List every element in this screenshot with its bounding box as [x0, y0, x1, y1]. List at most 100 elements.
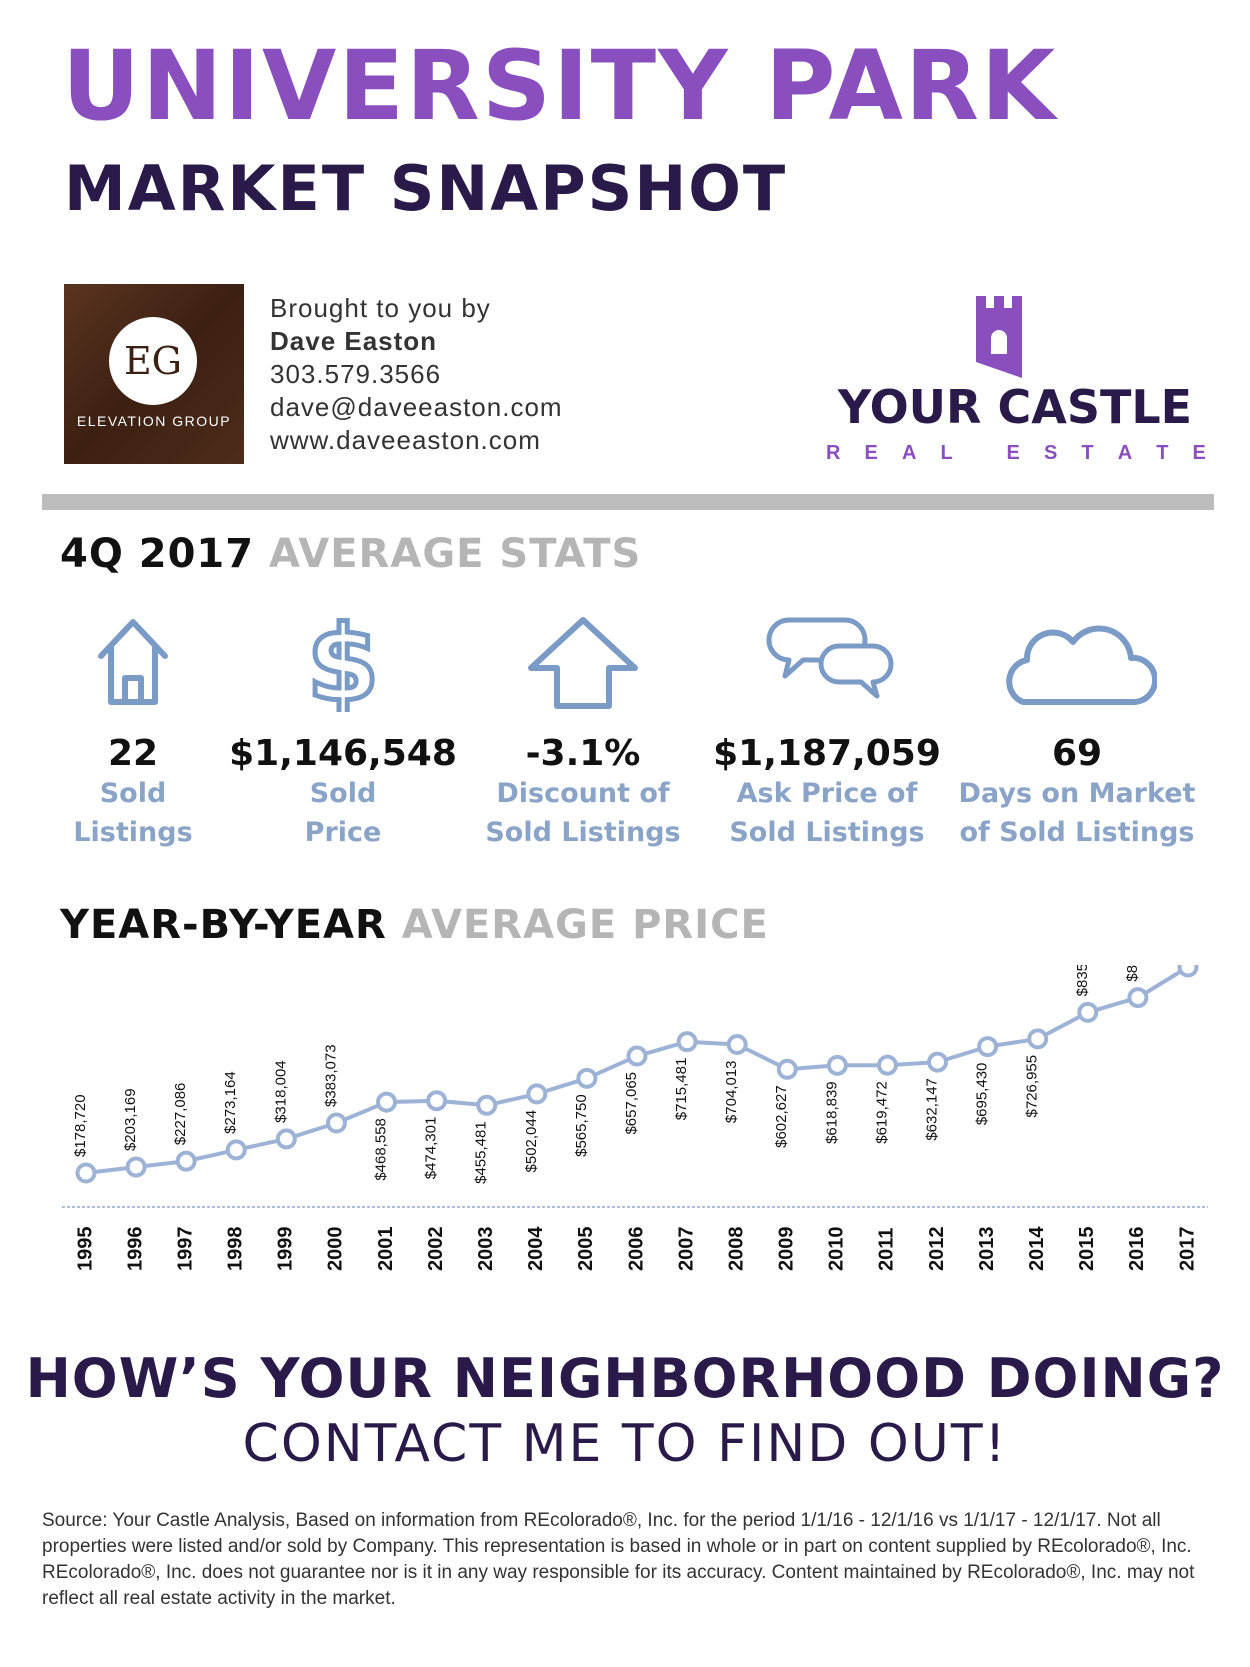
cta-headline: HOW’S YOUR NEIGHBORHOOD DOING?	[25, 1347, 1225, 1410]
x-tick-label: 2009	[776, 1227, 798, 1272]
data-point	[376, 1091, 398, 1113]
data-point	[1077, 1001, 1099, 1023]
stat-sold-price: $ $1,146,548 Sold Price	[218, 612, 468, 850]
x-tick-label: 1998	[225, 1227, 247, 1272]
house-icon	[98, 619, 168, 705]
data-point	[676, 1031, 698, 1053]
data-label: $704,013	[723, 1060, 740, 1123]
logo-monogram: EG	[123, 339, 183, 383]
x-tick-label: 2015	[1076, 1227, 1098, 1272]
agent-intro: Brought to you by	[270, 293, 491, 323]
series-line	[85, 965, 1190, 1175]
x-tick-label: 2005	[575, 1227, 597, 1272]
data-point	[626, 1045, 648, 1067]
stats-heading: 4Q 2017 AVERAGE STATS	[60, 534, 641, 574]
x-tick-label: 2004	[525, 1226, 547, 1271]
data-label: $618,839	[823, 1081, 840, 1144]
data-label: $726,955	[1024, 1055, 1041, 1118]
chart-heading-secondary: AVERAGE PRICE	[401, 902, 769, 948]
data-point	[526, 1083, 548, 1105]
x-tick-label: 1997	[174, 1227, 196, 1272]
chart-heading: YEAR-BY-YEAR AVERAGE PRICE	[60, 905, 769, 945]
page-subtitle: MARKET SNAPSHOT	[64, 152, 788, 225]
stat-value: $1,146,548	[229, 733, 457, 774]
data-label: $657,065	[623, 1072, 640, 1135]
logo-circle: EG	[109, 317, 197, 405]
data-point	[977, 1036, 999, 1058]
arrow-up-icon	[528, 617, 638, 709]
stat-value: 69	[1051, 733, 1103, 774]
data-label: $835,397	[1074, 965, 1091, 996]
data-point	[125, 1156, 147, 1178]
stat-label-line2: Listings	[73, 817, 193, 848]
x-tick-label: 2003	[475, 1227, 497, 1272]
castle-tower-icon	[976, 296, 1022, 378]
stat-label-line2: Sold Listings	[485, 817, 681, 848]
stat-label-line1: Sold	[99, 778, 167, 809]
agent-contact-block: Brought to you by Dave Easton 303.579.35…	[270, 292, 670, 457]
data-point	[876, 1054, 898, 1076]
stat-sold-listings: 22 Sold Listings	[8, 612, 258, 850]
stat-value: -3.1%	[525, 733, 641, 774]
x-tick-label: 2012	[926, 1227, 948, 1272]
speech-bubbles-icon	[766, 617, 894, 699]
stat-label-line1: Ask Price of	[736, 778, 918, 809]
data-point	[426, 1090, 448, 1112]
data-point	[1177, 965, 1199, 978]
dollar-icon: $	[304, 612, 381, 712]
data-point	[476, 1094, 498, 1116]
x-tick-label: 2014	[1026, 1226, 1048, 1271]
stat-label-line1: Sold	[309, 778, 377, 809]
elevation-group-logo: EG ELEVATION GROUP	[64, 284, 244, 464]
average-price-line-chart: $178,720 1995 $203,169 1996 $227,086 1997 $273…	[62, 965, 1208, 1272]
stat-value: $1,187,059	[713, 733, 941, 774]
data-label: $318,004	[272, 1060, 289, 1123]
data-label: $455,481	[473, 1121, 490, 1184]
agent-website[interactable]: www.daveeaston.com	[270, 425, 541, 455]
source-disclaimer: Source: Your Castle Analysis, Based on i…	[42, 1510, 1195, 1609]
cloud-icon	[1006, 625, 1157, 705]
x-tick-label: 2007	[675, 1227, 697, 1272]
data-label: $715,481	[673, 1058, 690, 1121]
data-label: $602,627	[773, 1085, 790, 1148]
x-tick-label: 2002	[425, 1227, 447, 1272]
stat-label-line2: Price	[304, 817, 382, 848]
data-label: $695,430	[974, 1063, 991, 1126]
tagline-letter: E	[864, 442, 878, 464]
agent-email[interactable]: dave@daveeaston.com	[270, 392, 563, 422]
stat-ask-price: $1,187,059 Ask Price of Sold Listings	[702, 612, 952, 850]
data-label: $383,073	[322, 1044, 339, 1107]
x-tick-label: 2006	[625, 1227, 647, 1272]
x-tick-label: 2017	[1176, 1227, 1198, 1272]
logo-name: ELEVATION GROUP	[76, 413, 232, 429]
chart-heading-primary: YEAR-BY-YEAR	[60, 902, 387, 948]
tagline-letter: L	[940, 442, 953, 464]
data-label: $203,169	[122, 1088, 139, 1151]
stat-value: 22	[107, 733, 159, 774]
stat-label-line2: Sold Listings	[729, 817, 925, 848]
data-label: $178,720	[72, 1094, 89, 1157]
x-tick-label: 2011	[876, 1228, 898, 1271]
stats-heading-period: 4Q 2017	[60, 531, 255, 577]
data-point	[1027, 1028, 1049, 1050]
x-tick-label: 2010	[826, 1227, 848, 1272]
x-tick-label: 1996	[124, 1227, 146, 1272]
data-point	[776, 1058, 798, 1080]
data-point	[726, 1033, 748, 1055]
page-title: UNIVERSITY PARK	[62, 30, 1058, 142]
data-label: $619,472	[873, 1081, 890, 1144]
tagline-letter: A	[1117, 442, 1133, 464]
brand-tagline: R E A L E S T A T E	[826, 442, 1206, 465]
your-castle-logo: YOUR CASTLE R E A L E S T A T E	[808, 292, 1208, 472]
tagline-letter: A	[901, 442, 917, 464]
agent-phone[interactable]: 303.579.3566	[270, 359, 442, 389]
data-point	[576, 1067, 598, 1089]
tagline-letter: R	[826, 442, 841, 464]
data-label: $895,806	[1124, 965, 1141, 982]
cta-subline: CONTACT ME TO FIND OUT!	[242, 1414, 1008, 1474]
x-tick-label: 2001	[375, 1227, 397, 1272]
data-point	[1127, 987, 1149, 1009]
x-tick-label: 2008	[725, 1227, 747, 1272]
section-divider	[42, 494, 1214, 510]
data-label: $227,086	[172, 1083, 189, 1146]
